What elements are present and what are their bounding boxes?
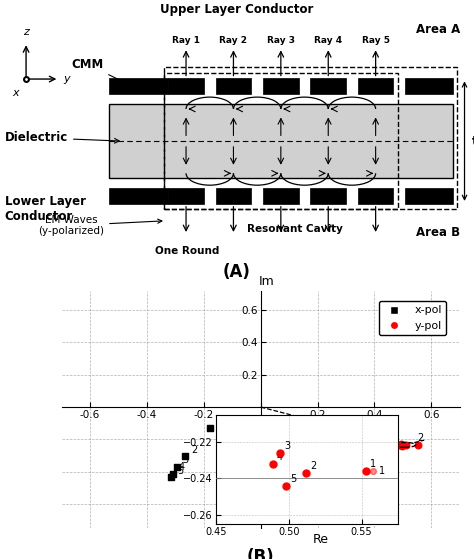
Text: 2: 2 — [191, 445, 197, 454]
Text: 3: 3 — [284, 441, 291, 451]
Text: Ray 1: Ray 1 — [172, 36, 200, 45]
Text: (B): (B) — [247, 548, 274, 559]
Text: Resonant Cavity: Resonant Cavity — [247, 224, 343, 234]
Text: 2: 2 — [310, 461, 317, 471]
Text: x: x — [12, 88, 19, 97]
Bar — [263, 78, 299, 94]
Bar — [358, 188, 393, 204]
Text: Ray 4: Ray 4 — [314, 36, 342, 45]
Point — [182, 452, 189, 461]
Point — [402, 441, 410, 450]
Bar — [216, 78, 251, 94]
Legend: x-pol, y-pol: x-pol, y-pol — [379, 301, 446, 335]
Point — [302, 468, 310, 477]
Text: Dielectric: Dielectric — [5, 131, 119, 144]
Bar — [216, 188, 251, 204]
Bar — [405, 188, 453, 204]
Text: One Round: One Round — [155, 246, 219, 256]
Text: Area A: Area A — [416, 22, 460, 36]
Point — [399, 442, 406, 451]
Text: (A): (A) — [223, 263, 251, 281]
Text: 2: 2 — [418, 433, 424, 443]
Text: 5: 5 — [177, 466, 183, 476]
Bar — [405, 78, 453, 94]
Text: Re: Re — [312, 533, 328, 546]
Text: Ray 3: Ray 3 — [267, 36, 295, 45]
Point — [173, 462, 181, 471]
Bar — [263, 188, 299, 204]
Text: EM Waves
(y-polarized): EM Waves (y-polarized) — [38, 215, 162, 236]
Text: y: y — [63, 74, 70, 84]
Point — [370, 467, 377, 476]
Text: 5: 5 — [290, 474, 296, 484]
Bar — [164, 73, 398, 210]
Point — [276, 448, 284, 457]
Bar — [164, 67, 457, 210]
Text: Ray 2: Ray 2 — [219, 36, 247, 45]
Bar — [310, 78, 346, 94]
Text: 3: 3 — [182, 455, 189, 465]
Text: 1: 1 — [379, 466, 385, 476]
Text: CMM: CMM — [71, 58, 129, 84]
Text: 1: 1 — [215, 416, 221, 427]
Bar — [358, 78, 393, 94]
Text: t: t — [472, 135, 474, 148]
Text: Im: Im — [259, 275, 274, 288]
Point — [362, 467, 370, 476]
Text: 1: 1 — [370, 459, 376, 469]
Point — [206, 424, 213, 433]
Text: Area B: Area B — [416, 226, 460, 239]
Point — [396, 440, 403, 449]
Bar — [109, 188, 168, 204]
Point — [397, 439, 405, 448]
Text: Ray 5: Ray 5 — [362, 36, 390, 45]
Bar — [168, 78, 204, 94]
Text: Upper Layer Conductor: Upper Layer Conductor — [160, 3, 314, 16]
Bar — [109, 78, 168, 94]
Text: 4: 4 — [178, 462, 184, 472]
Point — [167, 473, 175, 482]
Text: z: z — [23, 27, 29, 37]
Bar — [310, 188, 346, 204]
Point — [282, 481, 290, 490]
Text: 4: 4 — [277, 452, 283, 462]
Point — [269, 459, 276, 468]
Text: Lower Layer
Conductor: Lower Layer Conductor — [5, 195, 86, 223]
Bar — [168, 188, 204, 204]
Bar — [109, 105, 453, 178]
Point — [169, 470, 176, 479]
Point — [414, 440, 422, 449]
